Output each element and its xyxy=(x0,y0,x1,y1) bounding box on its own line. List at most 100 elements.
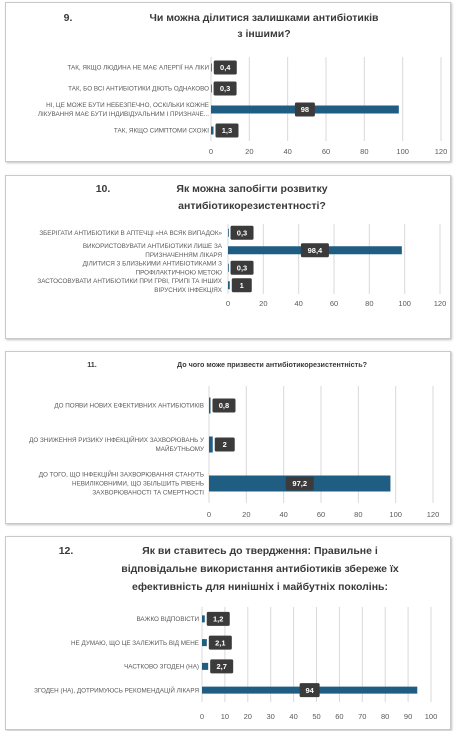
bar xyxy=(211,126,214,135)
category-label: ДО ТОГО, ЩО ІНФЕКЦІЙНІ ЗАХВОРЮВАННЯ СТАН… xyxy=(39,470,204,497)
category-label: ВАЖКО ВІДПОВІСТИ xyxy=(136,616,199,623)
data-label-box xyxy=(294,102,315,117)
x-tick-label: 90 xyxy=(404,712,412,721)
x-tick-label: 10 xyxy=(221,712,229,721)
x-tick-label: 20 xyxy=(259,299,267,308)
data-label: 1 xyxy=(240,281,244,290)
data-label: 0,3 xyxy=(220,84,230,93)
x-tick-label: 100 xyxy=(398,299,411,308)
bar xyxy=(202,662,209,670)
category-label: ДІЛИТИСЯ З БЛИЗЬКИМИ АНТИБІОТИКАМИ З ПРОФ… xyxy=(83,260,223,276)
data-label: 0,4 xyxy=(220,63,231,72)
x-tick-label: 50 xyxy=(312,712,320,721)
data-label-box xyxy=(299,683,320,698)
bar xyxy=(228,228,229,237)
data-label: 0,3 xyxy=(237,263,247,272)
data-label-box xyxy=(285,476,314,491)
x-tick-label: 100 xyxy=(425,712,438,721)
x-tick-label: 60 xyxy=(322,147,330,156)
data-label-box xyxy=(208,635,232,650)
category-label: ЗБЕРІГАТИ АНТИБІОТИКИ В АПТЕЧЦІ «НА ВСЯК… xyxy=(39,230,222,237)
data-label-box xyxy=(213,60,237,75)
data-label: 0,3 xyxy=(237,228,247,237)
x-tick-label: 0 xyxy=(200,712,204,721)
data-label: 1,3 xyxy=(222,126,232,135)
bar xyxy=(228,263,229,272)
bar xyxy=(209,436,213,453)
x-tick-label: 100 xyxy=(396,147,409,156)
data-label-box xyxy=(215,123,239,138)
chart-title-line: ефективність для нинішніх і майбутніх по… xyxy=(132,581,388,593)
chart-q10: 10. Як можна запобігти розвитку антибіотик… xyxy=(37,183,447,308)
chart-title-line: Чи можна ділитися залишками антибіотиків xyxy=(150,12,380,24)
chart-title-line: антибіотикорезистентності? xyxy=(178,200,326,212)
chart-q9: 9. Чи можна ділитися залишками антибіотик… xyxy=(38,12,447,156)
x-tick-label: 0 xyxy=(207,510,211,519)
data-label-box xyxy=(212,398,236,413)
x-tick-label: 80 xyxy=(365,299,373,308)
category-label: НІ, ЦЕ МОЖЕ БУТИ НЕБЕЗПЕЧНО, ОСКІЛЬКИ КО… xyxy=(38,102,209,118)
bar xyxy=(209,397,211,414)
data-label-box xyxy=(230,260,254,275)
x-tick-label: 20 xyxy=(242,510,250,519)
bar xyxy=(211,84,212,93)
chart-title-line: До чого може призвести антибіотикорезист… xyxy=(177,360,367,369)
bar xyxy=(202,615,205,623)
chart-panel-q12: 12. Як ви ставитесь до твердження: Правил… xyxy=(5,536,451,730)
question-number: 10. xyxy=(96,183,111,195)
data-label-box xyxy=(213,81,237,96)
chart-title-line: Як можна запобігти розвитку xyxy=(176,183,327,195)
x-tick-label: 60 xyxy=(330,299,338,308)
chart-title-line: з іншими? xyxy=(237,28,290,40)
data-label: 1,2 xyxy=(213,615,223,624)
category-label: ДО ЗНИЖЕННЯ РИЗИКУ ІНФЕКЦІЙНИХ ЗАХВОРЮВА… xyxy=(29,435,205,453)
category-label: НЕ ДУМАЮ, ЩО ЦЕ ЗАЛЕЖИТЬ ВІД МЕНЕ xyxy=(71,640,199,647)
category-label: ТАК, ЯКЩО ЛЮДИНА НЕ МАЄ АЛЕРГІЇ НА ЛІКИ xyxy=(67,64,209,72)
data-label-box xyxy=(206,611,230,626)
chart-title-line: Як ви ставитесь до твердження: Правильне… xyxy=(142,545,378,557)
x-tick-label: 40 xyxy=(294,299,302,308)
category-label: ТАК, БО ВСІ АНТИБІОТИКИ ДІЮТЬ ОДНАКОВО xyxy=(68,86,209,93)
data-label: 2,1 xyxy=(215,638,225,647)
x-tick-label: 60 xyxy=(335,712,343,721)
question-number: 12. xyxy=(59,545,74,557)
chart-q11: 11. До чого може призвести антибіотикорез… xyxy=(29,360,440,519)
x-tick-label: 0 xyxy=(209,147,213,156)
question-number: 11. xyxy=(87,360,97,369)
x-tick-label: 20 xyxy=(245,147,253,156)
category-label: ВИКОРИСТОВУВАТИ АНТИБІОТИКИ ЛИШЕ ЗА ПРИЗН… xyxy=(83,243,223,259)
data-label-box xyxy=(210,659,234,674)
x-tick-label: 120 xyxy=(427,510,440,519)
chart-panel-q10: 10. Як можна запобігти розвитку антибіотик… xyxy=(5,175,451,339)
x-tick-label: 30 xyxy=(267,712,275,721)
data-label: 0,8 xyxy=(219,401,229,410)
category-label: ЧАСТКОВО ЗГОДЕН (НА) xyxy=(124,664,199,671)
category-label: ЗГОДЕН (НА), ДОТРИМУЮСЬ РЕКОМЕНДАЦІЙ ЛІК… xyxy=(34,685,199,694)
data-label-box xyxy=(230,225,254,240)
x-tick-label: 20 xyxy=(244,712,252,721)
bar xyxy=(202,639,207,647)
category-label: ДО ПОЯВИ НОВИХ ЕФЕКТИВНИХ АНТИБІОТИКІВ xyxy=(54,403,204,410)
chart-title-line: відповідальне використання антибіотиків … xyxy=(121,563,399,575)
x-tick-label: 100 xyxy=(389,510,402,519)
data-label: 94 xyxy=(305,686,314,695)
x-tick-label: 60 xyxy=(317,510,325,519)
data-label: 97,2 xyxy=(292,479,307,488)
x-tick-label: 80 xyxy=(381,712,389,721)
category-label: ЗАСТОСОВУВАТИ АНТИБІОТИКИ ПРИ ГРВІ, ГРИП… xyxy=(37,278,222,294)
data-label-box xyxy=(214,437,235,452)
data-label: 98 xyxy=(301,105,309,114)
bar xyxy=(211,63,212,72)
x-tick-label: 40 xyxy=(283,147,291,156)
data-label-box xyxy=(300,243,329,258)
x-tick-label: 70 xyxy=(358,712,366,721)
x-tick-label: 120 xyxy=(434,299,447,308)
data-label: 2,7 xyxy=(216,662,226,671)
data-label: 98,4 xyxy=(308,246,323,255)
question-number: 9. xyxy=(64,12,73,24)
data-label-box xyxy=(231,278,252,293)
x-tick-label: 80 xyxy=(354,510,362,519)
chart-q12: 12. Як ви ставитесь до твердження: Правил… xyxy=(34,545,438,721)
chart-panel-q11: 11. До чого може призвести антибіотикорез… xyxy=(5,351,451,524)
x-tick-label: 0 xyxy=(226,299,230,308)
